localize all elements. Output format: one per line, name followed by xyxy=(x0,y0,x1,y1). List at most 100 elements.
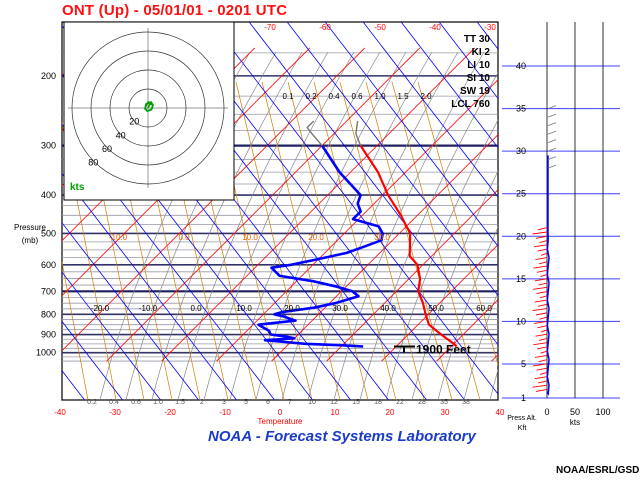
mixing-ratio-label: 0.6 xyxy=(351,92,363,101)
wind-barb xyxy=(538,282,548,286)
wind-barb xyxy=(537,303,548,307)
pressure-tick-label: 200 xyxy=(41,71,56,81)
mixing-ratio-lower-label: 12 xyxy=(330,399,338,406)
dewpoint-line xyxy=(257,144,384,348)
pressure-tick-label: 700 xyxy=(41,286,56,296)
pressure-tick-label: 500 xyxy=(41,228,56,238)
dry-adiabat xyxy=(438,22,498,100)
temperature-tick-label: -30 xyxy=(109,408,121,417)
mixing-ratio-lower-label: 1.0 xyxy=(153,399,163,406)
moist-adiabat xyxy=(437,226,498,400)
skewed-isotherm xyxy=(491,354,498,362)
wind-barb xyxy=(535,257,548,260)
wind-barb xyxy=(536,367,548,371)
wind-barb xyxy=(534,354,548,358)
moist-adiabat xyxy=(151,51,303,400)
mixing-ratio-lower-label: 0.2 xyxy=(87,399,97,406)
skewed-isotherm xyxy=(106,47,421,362)
wind-barb-upper xyxy=(547,164,557,169)
temperature-tick-label: -40 xyxy=(54,408,66,417)
mixing-ratio-line xyxy=(313,81,397,400)
wind-barb xyxy=(538,359,548,363)
theta-label: 20.0 xyxy=(308,233,324,242)
dry-adiabat xyxy=(62,222,200,400)
chart-text: 1900 Feet2003004005006007008009001000Pre… xyxy=(14,23,505,426)
theta-e-label: 30.0 xyxy=(332,304,348,313)
dry-adiabat xyxy=(324,22,498,247)
mixing-ratio-label: 0.2 xyxy=(305,92,317,101)
mixing-ratio-label: 0.4 xyxy=(328,92,340,101)
dry-adiabat xyxy=(492,0,640,420)
mixing-ratio-label: 1.0 xyxy=(374,92,386,101)
wind-height-tick: 15 xyxy=(516,274,526,284)
moist-adiabat xyxy=(307,51,459,400)
moist-adiabat xyxy=(411,170,498,400)
wind-barb xyxy=(537,380,548,384)
mixing-ratio-lower-label: 38 xyxy=(462,399,470,406)
hodograph-trace xyxy=(144,100,154,112)
y-axis-label-unit: (mb) xyxy=(22,236,39,245)
hodograph-ring-label: 60 xyxy=(102,144,112,154)
hodograph-ring-label: 40 xyxy=(116,130,126,140)
skewed-isotherm xyxy=(62,47,366,352)
wind-barb xyxy=(532,308,548,312)
wind-barb xyxy=(534,376,548,380)
wind-barb xyxy=(538,337,548,341)
mixing-ratio-lower-label: 15 xyxy=(352,399,360,406)
moist-adiabat xyxy=(229,51,381,400)
mixing-ratio-label: 0.1 xyxy=(282,92,294,101)
mixing-ratio-lower-label: 3 xyxy=(222,399,226,406)
moist-adiabat xyxy=(489,368,498,400)
pressure-tick-label: 400 xyxy=(41,190,56,200)
dry-adiabat xyxy=(530,0,640,420)
wind-xlabel-1: Press Alt. xyxy=(507,415,537,422)
wind-height-tick: 30 xyxy=(516,146,526,156)
wind-height-tick: 20 xyxy=(516,231,526,241)
sounding-series xyxy=(257,120,458,353)
moist-adiabat xyxy=(516,52,640,400)
mixing-ratio-line xyxy=(62,260,89,400)
moist-adiabat xyxy=(385,119,498,400)
mixing-ratio-lower-label: 6 xyxy=(266,399,270,406)
skewed-isotherm-label: -70 xyxy=(264,23,276,32)
wind-barb-upper xyxy=(547,130,557,135)
dry-adiabat xyxy=(62,74,314,400)
wind-speed-tick: 50 xyxy=(570,407,580,417)
temperature-line xyxy=(359,144,458,348)
theta-e-label: 50.0 xyxy=(428,304,444,313)
wind-speed-tick: 100 xyxy=(595,407,610,417)
dry-adiabat xyxy=(286,22,498,297)
moist-adiabat xyxy=(333,51,485,400)
skewed-isotherm xyxy=(602,48,640,361)
skewed-isotherm xyxy=(216,79,498,362)
stability-index: SW 19 xyxy=(460,86,490,97)
wind-barb xyxy=(535,333,548,337)
dry-adiabat xyxy=(0,0,24,420)
moist-adiabat xyxy=(203,51,355,400)
surface-marker-label: 1900 Feet xyxy=(416,343,471,357)
skewed-isotherm-label: -30 xyxy=(484,23,496,32)
wind-barb xyxy=(532,384,548,388)
wind-height-tick: 5 xyxy=(521,359,526,369)
wind-barb xyxy=(532,363,548,367)
wind-barb-upper xyxy=(547,105,557,109)
wind-barb xyxy=(535,389,548,392)
temperature-tick-label: 40 xyxy=(496,408,505,417)
dry-adiabat xyxy=(62,123,276,400)
hodograph-ring-label: 80 xyxy=(88,158,98,168)
mixing-ratio-line xyxy=(261,81,341,400)
footer-lab-name: NOAA - Forecast Systems Laboratory xyxy=(208,428,476,445)
mixing-ratio-line xyxy=(235,81,313,400)
mixing-ratio-line xyxy=(417,81,498,366)
wind-barb xyxy=(536,291,548,295)
wind-barb-upper xyxy=(547,156,557,161)
wind-barb xyxy=(533,244,548,248)
wind-barb-upper xyxy=(547,113,557,118)
wind-speed-unit: kts xyxy=(570,418,580,427)
mixing-ratio-lower-label: 28 xyxy=(418,399,426,406)
stability-index: SI 10 xyxy=(467,73,491,84)
wind-height-tick: 35 xyxy=(516,104,526,114)
wind-barb-upper xyxy=(547,139,557,143)
